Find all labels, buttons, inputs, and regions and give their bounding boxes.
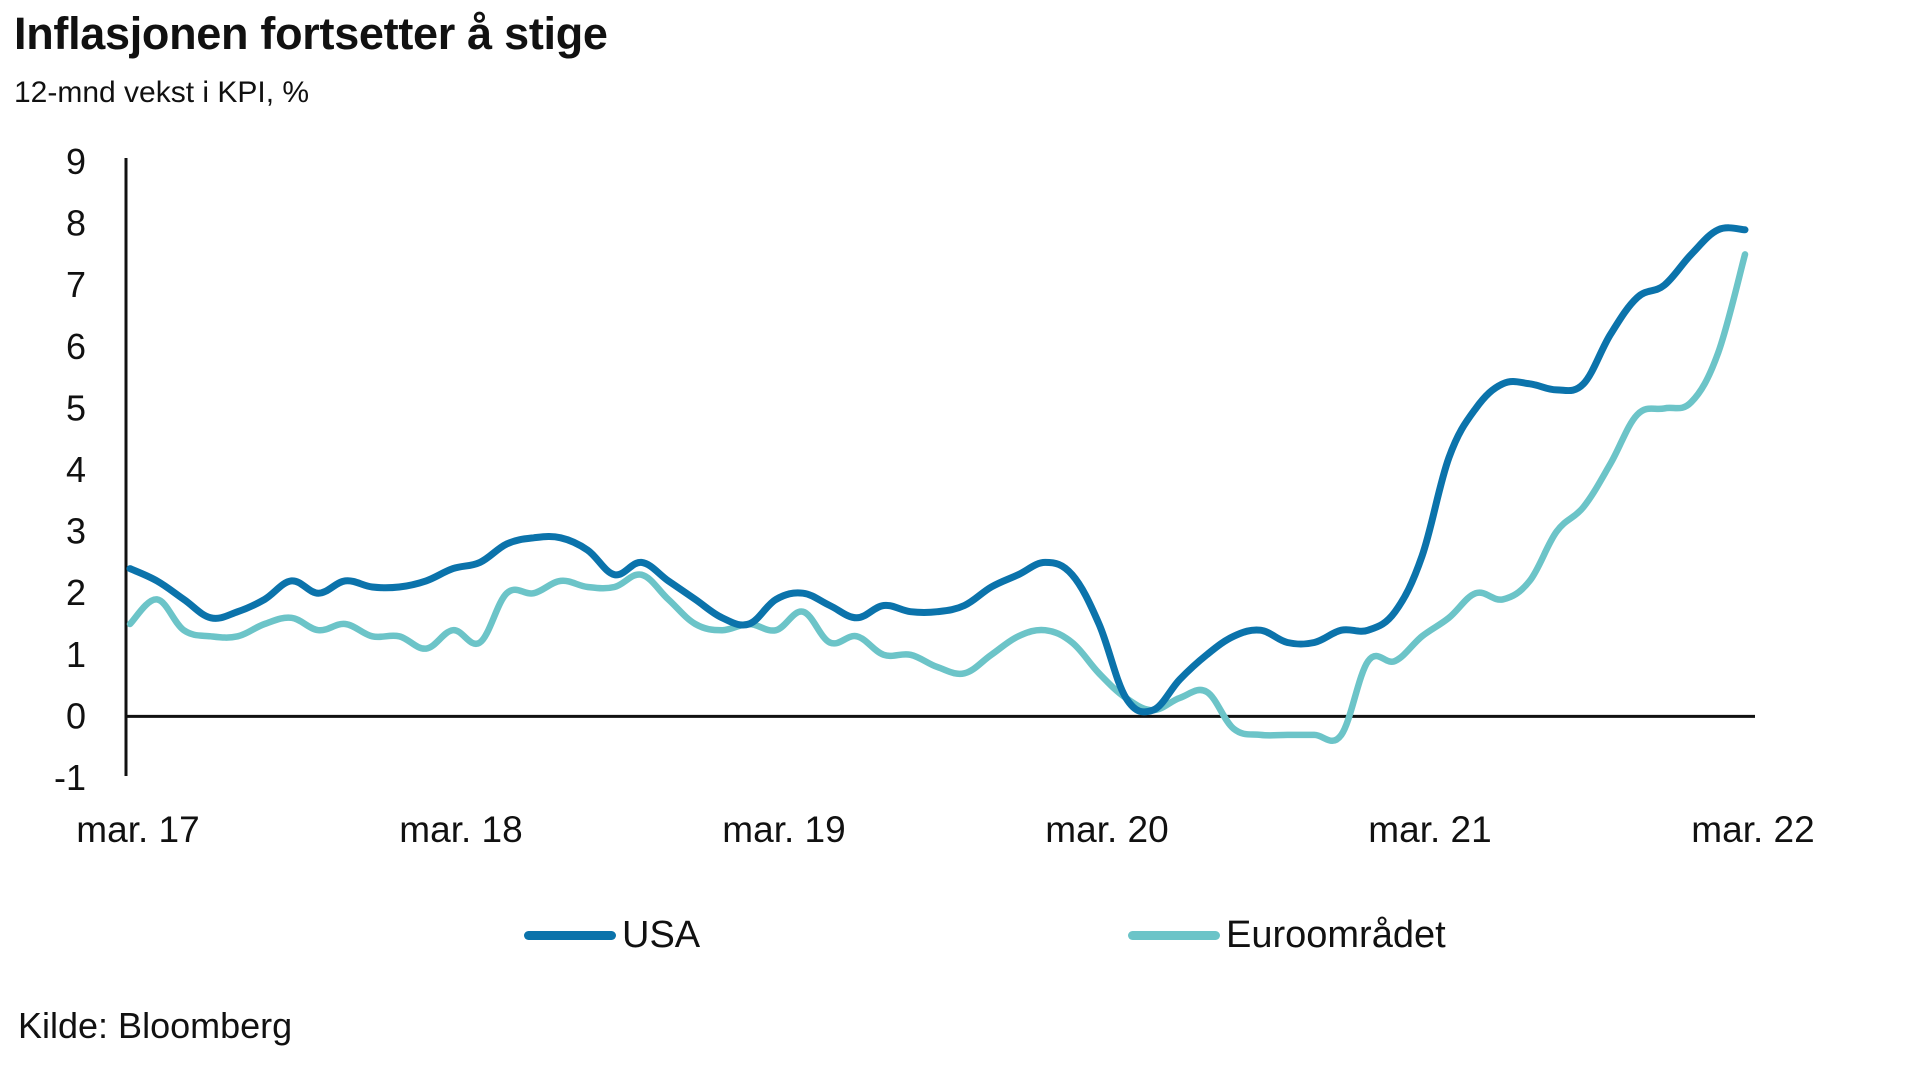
- source-note: Kilde: Bloomberg: [18, 1005, 293, 1046]
- y-tick-label: 7: [66, 264, 86, 305]
- x-tick-label: mar. 20: [1045, 809, 1168, 850]
- y-tick-label: 5: [66, 387, 86, 428]
- x-tick-label: mar. 17: [76, 809, 199, 850]
- series-line-usa: [126, 224, 1749, 716]
- y-tick-label: 4: [66, 449, 86, 490]
- legend-label-euroomradet: Euroområdet: [1226, 913, 1446, 956]
- y-tick-label: 2: [66, 572, 86, 613]
- x-tick-label: mar. 22: [1691, 809, 1814, 850]
- x-tick-label: mar. 21: [1368, 809, 1491, 850]
- legend-item-usa: USA: [524, 910, 700, 960]
- y-tick-label: 6: [66, 326, 86, 367]
- legend-label-usa: USA: [622, 913, 701, 956]
- legend-swatch-usa: [524, 930, 616, 940]
- y-tick-label: 8: [66, 203, 86, 244]
- y-tick-label: 1: [66, 634, 86, 675]
- legend-swatch-euroomradet: [1128, 930, 1220, 940]
- x-tick-label: mar. 19: [722, 809, 845, 850]
- chart-title: Inflasjonen fortsetter å stige: [14, 8, 608, 59]
- chart-subtitle: 12-mnd vekst i KPI, %: [14, 76, 310, 109]
- y-tick-label: 0: [66, 695, 86, 736]
- y-tick-label: 3: [66, 511, 86, 552]
- x-tick-label: mar. 18: [399, 809, 522, 850]
- series-line-euroomradet: [126, 251, 1749, 744]
- y-tick-label: 9: [66, 141, 86, 182]
- y-tick-label: -1: [54, 757, 86, 798]
- legend-item-euroomradet: Euroområdet: [1128, 910, 1446, 960]
